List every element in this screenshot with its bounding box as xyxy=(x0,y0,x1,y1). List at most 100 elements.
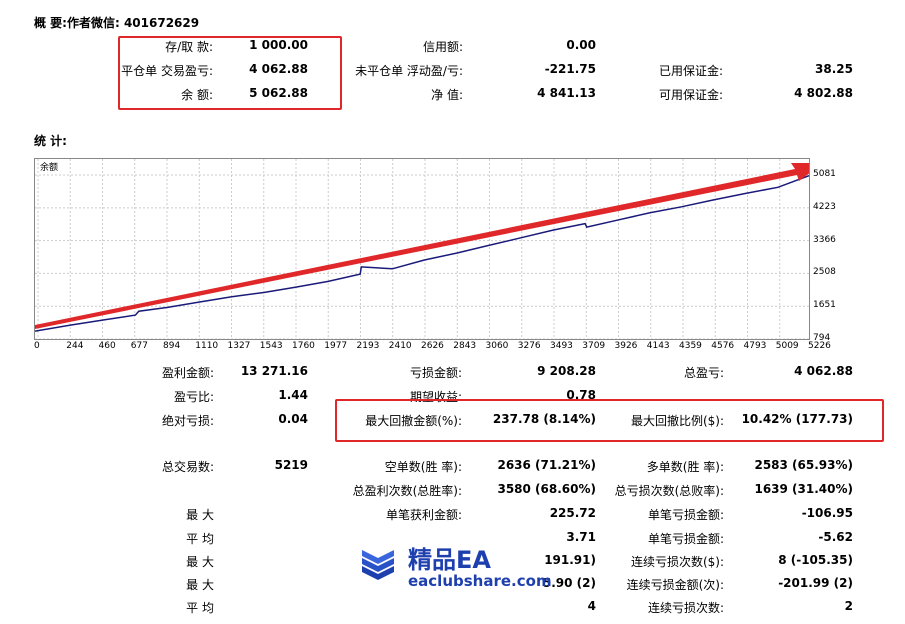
highlight-drawdown-box xyxy=(335,399,884,442)
stats-label: 最大回撤比例($): xyxy=(630,414,724,428)
stats-value: 2583 (65.93%) xyxy=(754,458,853,472)
chart-x-tick-label: 5009 xyxy=(775,341,799,351)
stats-label: 绝对亏损: xyxy=(161,414,214,428)
summary-label: 信用额: xyxy=(422,40,463,54)
stats-value: 191.91) xyxy=(544,553,596,567)
chart-x-tick-label: 3709 xyxy=(582,341,606,351)
stats-label: 空单数(胜 率): xyxy=(384,460,462,474)
stats-label: 最大回撤金额(%): xyxy=(365,414,462,428)
chart-x-tick-label: 1327 xyxy=(227,341,251,351)
summary-label: 余 额: xyxy=(181,88,213,102)
watermark-logo-icon xyxy=(362,550,394,580)
stats-value: 0.04 xyxy=(278,412,308,426)
summary-value: 4 841.13 xyxy=(537,86,596,100)
summary-value: -221.75 xyxy=(544,62,596,76)
summary-label: 净 值: xyxy=(431,88,463,102)
chart-y-tick-label: 1651 xyxy=(813,300,836,311)
chart-y-tick-label: 2508 xyxy=(813,267,836,278)
stats-label: 最 大 xyxy=(186,578,214,592)
chart-x-tick-label: 894 xyxy=(163,341,181,351)
chart-x-tick-label: 3060 xyxy=(485,341,509,351)
watermark-main-text: 精品EA xyxy=(408,546,491,574)
summary-title: 概 要:作者微信: 401672629 xyxy=(34,16,200,30)
summary-value: 38.25 xyxy=(815,62,853,76)
chart-title: 余额 xyxy=(40,161,58,173)
stats-label: 多单数(胜 率): xyxy=(646,460,724,474)
chart-x-tick-label: 1977 xyxy=(324,341,348,351)
stats-value: -106.95 xyxy=(801,506,853,520)
stats-value: 1.44 xyxy=(278,388,308,402)
stats-label: 总盈利次数(总胜率): xyxy=(352,484,462,498)
stats-label: 连续亏损金额(次): xyxy=(626,578,724,592)
stats-value: 2 xyxy=(844,599,853,613)
stats-value: 4 062.88 xyxy=(794,364,853,378)
chart-y-tick-label: 3366 xyxy=(813,234,836,245)
chart-x-tick-label: 0 xyxy=(34,341,40,351)
stats-label: 最 大 xyxy=(186,555,214,569)
chart-x-tick-label: 2626 xyxy=(421,341,444,351)
summary-label: 存/取 款: xyxy=(165,40,213,54)
chart-x-tick-label: 677 xyxy=(130,341,148,351)
stats-label: 总盈亏: xyxy=(683,366,724,380)
stats-value: 13 271.16 xyxy=(240,364,308,378)
chart-x-tick-label: 4359 xyxy=(679,341,702,351)
chart-x-tick-label: 4793 xyxy=(743,341,767,351)
chart-x-tick-label: 4576 xyxy=(711,341,735,351)
stats-label: 盈亏比: xyxy=(173,390,214,404)
summary-value: 5 062.88 xyxy=(249,86,308,100)
stats-value: 0.78 xyxy=(566,388,596,402)
stats-title: 统 计: xyxy=(34,134,67,148)
summary-value: 4 802.88 xyxy=(794,86,853,100)
stats-value: 5219 xyxy=(274,458,308,472)
stats-label: 单笔亏损金额: xyxy=(647,532,724,546)
summary-label: 平仓单 交易盈亏: xyxy=(121,64,213,78)
stats-value: -5.62 xyxy=(818,530,853,544)
chart-x-tick-label: 1543 xyxy=(259,341,283,351)
chart-x-tick-label: 460 xyxy=(98,341,116,351)
chart-x-tick-label: 3926 xyxy=(614,341,638,351)
balance-series-line xyxy=(34,174,810,332)
chart-x-tick-label: 1110 xyxy=(195,341,219,351)
chart-x-tick-label: 5226 xyxy=(808,341,831,351)
trend-arrow-annotation xyxy=(35,163,823,329)
stats-label: 总亏损次数(总败率): xyxy=(614,484,724,498)
stats-value: 225.72 xyxy=(549,506,596,520)
chart-y-tick-label: 5081 xyxy=(813,169,836,179)
chart-y-tick-label: 794 xyxy=(813,333,831,343)
stats-value: 2636 (71.21%) xyxy=(497,458,596,472)
chart-x-tick-label: 244 xyxy=(66,341,84,351)
highlight-balance-box xyxy=(118,36,342,110)
stats-value: -201.99 (2) xyxy=(778,576,853,590)
stats-value: 4 xyxy=(587,599,596,613)
summary-value: 4 062.88 xyxy=(249,62,308,76)
stats-value: 8 (-105.35) xyxy=(778,553,853,567)
stats-label: 总交易数: xyxy=(161,460,214,474)
stats-label: 最 大 xyxy=(186,508,214,522)
chart-x-tick-label: 3276 xyxy=(517,341,541,351)
chart-x-tick-label: 1760 xyxy=(292,341,315,351)
stats-label: 平 均 xyxy=(186,601,214,615)
balance-chart-svg: 余额 xyxy=(34,159,823,340)
stats-value: 3.71 xyxy=(566,530,596,544)
stats-label: 单笔亏损金额: xyxy=(647,508,724,522)
stats-value: 237.78 (8.14%) xyxy=(492,412,596,426)
stats-label: 盈利金额: xyxy=(161,366,214,380)
stats-label: 单笔获利金额: xyxy=(385,508,462,522)
summary-label: 已用保证金: xyxy=(658,64,723,78)
summary-label: 可用保证金: xyxy=(658,88,723,102)
watermark-sub-text: eaclubshare.com xyxy=(408,572,552,590)
chart-y-tick-label: 4223 xyxy=(813,201,836,212)
stats-value: 10.42% (177.73) xyxy=(741,412,853,426)
chart-x-tick-label: 2410 xyxy=(388,341,412,351)
stats-value: 1639 (31.40%) xyxy=(754,482,853,496)
stats-value: 3580 (68.60%) xyxy=(497,482,596,496)
chart-x-tick-label: 2193 xyxy=(356,341,380,351)
stats-value: 5.90 (2) xyxy=(542,576,596,590)
stats-label: 连续亏损次数: xyxy=(647,601,724,615)
chart-x-tick-label: 4143 xyxy=(646,341,670,351)
stats-value: 9 208.28 xyxy=(537,364,596,378)
summary-value: 0.00 xyxy=(566,38,596,52)
stats-label: 亏损金额: xyxy=(409,366,462,380)
chart-x-tick-label: 2843 xyxy=(453,341,477,351)
summary-value: 1 000.00 xyxy=(249,38,308,52)
